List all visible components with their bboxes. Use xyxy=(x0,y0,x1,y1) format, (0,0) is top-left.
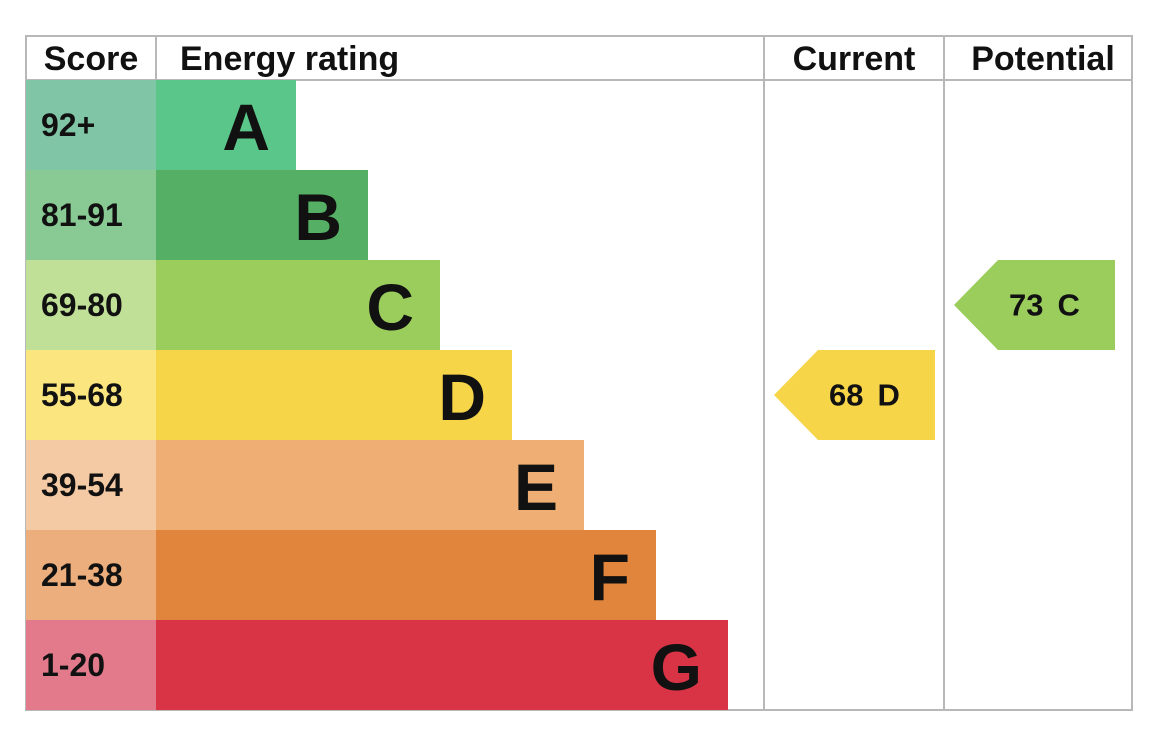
score-cell xyxy=(26,530,156,620)
header-rating: Energy rating xyxy=(180,40,399,78)
potential-arrow xyxy=(954,260,1115,350)
rating-bar xyxy=(156,440,584,530)
header-current: Current xyxy=(793,40,916,78)
rating-bar xyxy=(156,530,656,620)
potential-rating: C xyxy=(1058,288,1080,323)
score-range: 92+ xyxy=(41,107,95,143)
rating-letter: F xyxy=(590,540,630,614)
score-cell xyxy=(26,440,156,530)
rating-letter: C xyxy=(366,270,414,344)
rating-letter: B xyxy=(294,180,342,254)
rating-bar xyxy=(156,260,440,350)
rating-letter: E xyxy=(514,450,558,524)
score-range: 21-38 xyxy=(41,557,123,593)
current-score: 68 xyxy=(829,378,863,413)
score-range: 69-80 xyxy=(41,287,123,323)
score-range: 81-91 xyxy=(41,197,123,233)
rating-bar xyxy=(156,170,368,260)
rating-letter: G xyxy=(651,630,702,704)
score-range: 55-68 xyxy=(41,377,123,413)
rating-bar xyxy=(156,350,512,440)
header-potential: Potential xyxy=(971,40,1115,78)
rating-bar xyxy=(156,620,728,710)
header-score: Score xyxy=(44,40,139,78)
score-cell xyxy=(26,170,156,260)
rating-letter: A xyxy=(222,90,270,164)
score-range: 39-54 xyxy=(41,467,123,503)
current-rating: D xyxy=(878,378,900,413)
score-cell xyxy=(26,260,156,350)
score-cell xyxy=(26,620,156,710)
score-cell xyxy=(26,350,156,440)
potential-score: 73 xyxy=(1009,288,1043,323)
rating-bar xyxy=(156,80,296,170)
score-cell xyxy=(26,80,156,170)
score-range: 1-20 xyxy=(41,647,105,683)
rating-letter: D xyxy=(438,360,486,434)
current-arrow xyxy=(774,350,935,440)
